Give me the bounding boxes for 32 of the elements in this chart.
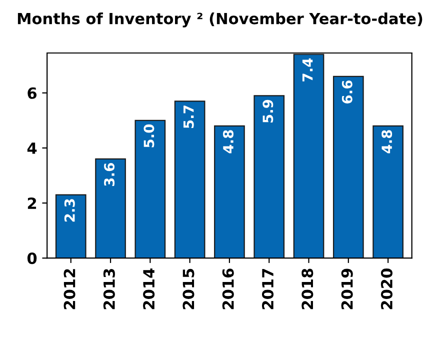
data-label: 7.4 (302, 58, 313, 82)
bar (174, 100, 206, 258)
data-label: 2.3 (64, 199, 75, 222)
x-tick-label: 2016 (222, 268, 234, 310)
bar (332, 76, 364, 258)
x-tick-label: 2019 (341, 268, 353, 310)
data-label: 4.8 (222, 130, 234, 154)
x-tick-label: 2014 (143, 268, 155, 310)
x-tick-label: 2015 (182, 268, 194, 310)
data-label: 3.6 (104, 163, 115, 186)
x-tick-label: 2013 (103, 269, 115, 310)
chart-title: Months of Inventory ² (November Year-to-date) (18, 12, 422, 28)
y-tick-label: 2 (28, 198, 36, 209)
data-label: 6.6 (342, 80, 352, 104)
y-tick-label: 0 (27, 252, 37, 264)
bar (95, 158, 126, 258)
bar (372, 125, 404, 258)
x-tick-label: 2012 (64, 269, 76, 310)
data-label: 5.9 (262, 100, 274, 123)
y-tick-label: 4 (27, 142, 37, 154)
x-tick-label: 2018 (302, 268, 314, 310)
bar (134, 120, 166, 258)
bar (55, 194, 86, 258)
data-label: 4.8 (382, 130, 392, 154)
bar (214, 125, 245, 258)
y-tick-label: 6 (28, 87, 37, 99)
data-label: 5.0 (144, 124, 154, 148)
x-tick-label: 2017 (262, 269, 274, 310)
data-label: 5.7 (184, 106, 194, 128)
bar (293, 54, 324, 258)
bar (254, 95, 285, 258)
x-tick-label: 2020 (380, 268, 392, 310)
